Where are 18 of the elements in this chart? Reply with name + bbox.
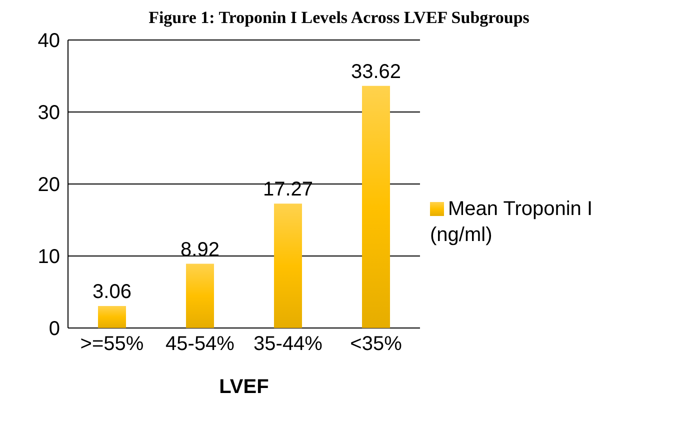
bar [274, 204, 302, 328]
x-tick-label: 35-44% [254, 333, 323, 356]
bar [98, 306, 126, 328]
y-tick-label: 0 [48, 318, 60, 340]
y-tick-label: 10 [38, 246, 60, 268]
x-tick-label: 45-54% [166, 333, 235, 356]
x-tick-label: >=55% [80, 333, 144, 356]
data-label: 3.06 [92, 280, 132, 303]
y-tick-label: 40 [38, 30, 60, 52]
y-tick-label: 20 [38, 174, 60, 196]
y-tick-label: 30 [38, 102, 60, 124]
x-tick-label: <35% [350, 333, 402, 356]
bar [186, 264, 214, 328]
data-label: 33.62 [350, 60, 402, 83]
legend-label: Mean Troponin I (ng/ml) [430, 198, 593, 246]
chart-title: Figure 1: Troponin I Levels Across LVEF Subgroups [148, 8, 530, 29]
x-axis-title: LVEF [219, 376, 269, 398]
bar [362, 86, 390, 328]
